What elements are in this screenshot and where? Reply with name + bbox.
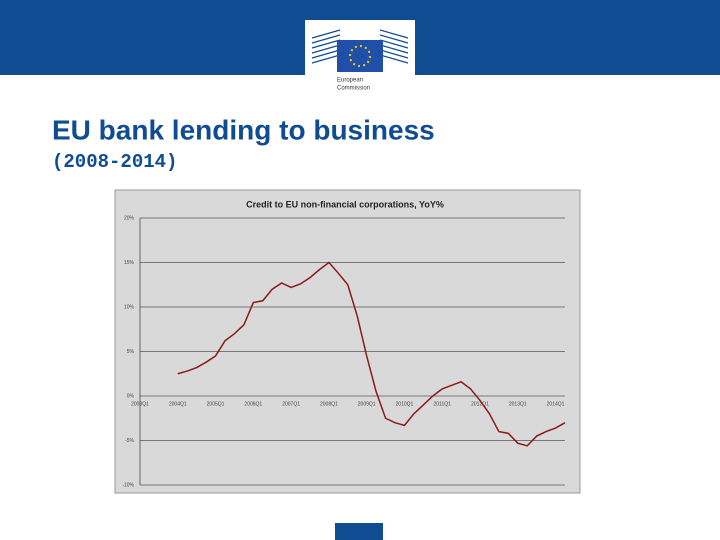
chart-frame bbox=[114, 189, 581, 494]
x-tick-label: 2011Q1 bbox=[434, 401, 452, 407]
y-tick-label: 0% bbox=[127, 393, 135, 399]
x-tick-label: 2014Q1 bbox=[547, 401, 565, 407]
x-tick-label: 2006Q1 bbox=[244, 401, 262, 407]
footer-block bbox=[335, 523, 383, 540]
x-tick-label: 2009Q1 bbox=[358, 401, 376, 407]
slide-subtitle: (2008-2014) bbox=[52, 151, 177, 173]
y-tick-label: 10% bbox=[124, 304, 135, 310]
x-tick-label: 2005Q1 bbox=[207, 401, 225, 407]
eu-flag bbox=[337, 40, 383, 72]
y-tick-label: 20% bbox=[124, 215, 135, 221]
data-line bbox=[177, 261, 566, 447]
x-tick-label: 2007Q1 bbox=[282, 401, 300, 407]
logo-text: Commission bbox=[337, 86, 370, 92]
y-tick-label: -5% bbox=[125, 438, 134, 444]
x-tick-label: 2010Q1 bbox=[396, 401, 414, 407]
x-tick-label: 2008Q1 bbox=[320, 401, 338, 407]
y-tick-label: 15% bbox=[124, 260, 135, 266]
y-tick-label: -10% bbox=[122, 482, 134, 488]
x-tick-label: 2003Q1 bbox=[131, 401, 149, 407]
plot: -10% -5% 0% 5% 10% 15% 20% 2003Q1 2004Q1 2005Q1 20… bbox=[122, 215, 566, 488]
eu-stars bbox=[349, 45, 371, 67]
x-tick-label: 2004Q1 bbox=[169, 401, 187, 407]
logo-text: European bbox=[337, 78, 363, 84]
x-tick-label: 2012Q1 bbox=[471, 401, 489, 407]
logo-building bbox=[311, 29, 409, 64]
slide-title: EU bank lending to business bbox=[52, 114, 435, 145]
x-tick-label: 2013Q1 bbox=[509, 401, 527, 407]
y-tick-label: 5% bbox=[127, 349, 135, 355]
chart-title: Credit to EU non-financial corporations,… bbox=[246, 199, 444, 209]
